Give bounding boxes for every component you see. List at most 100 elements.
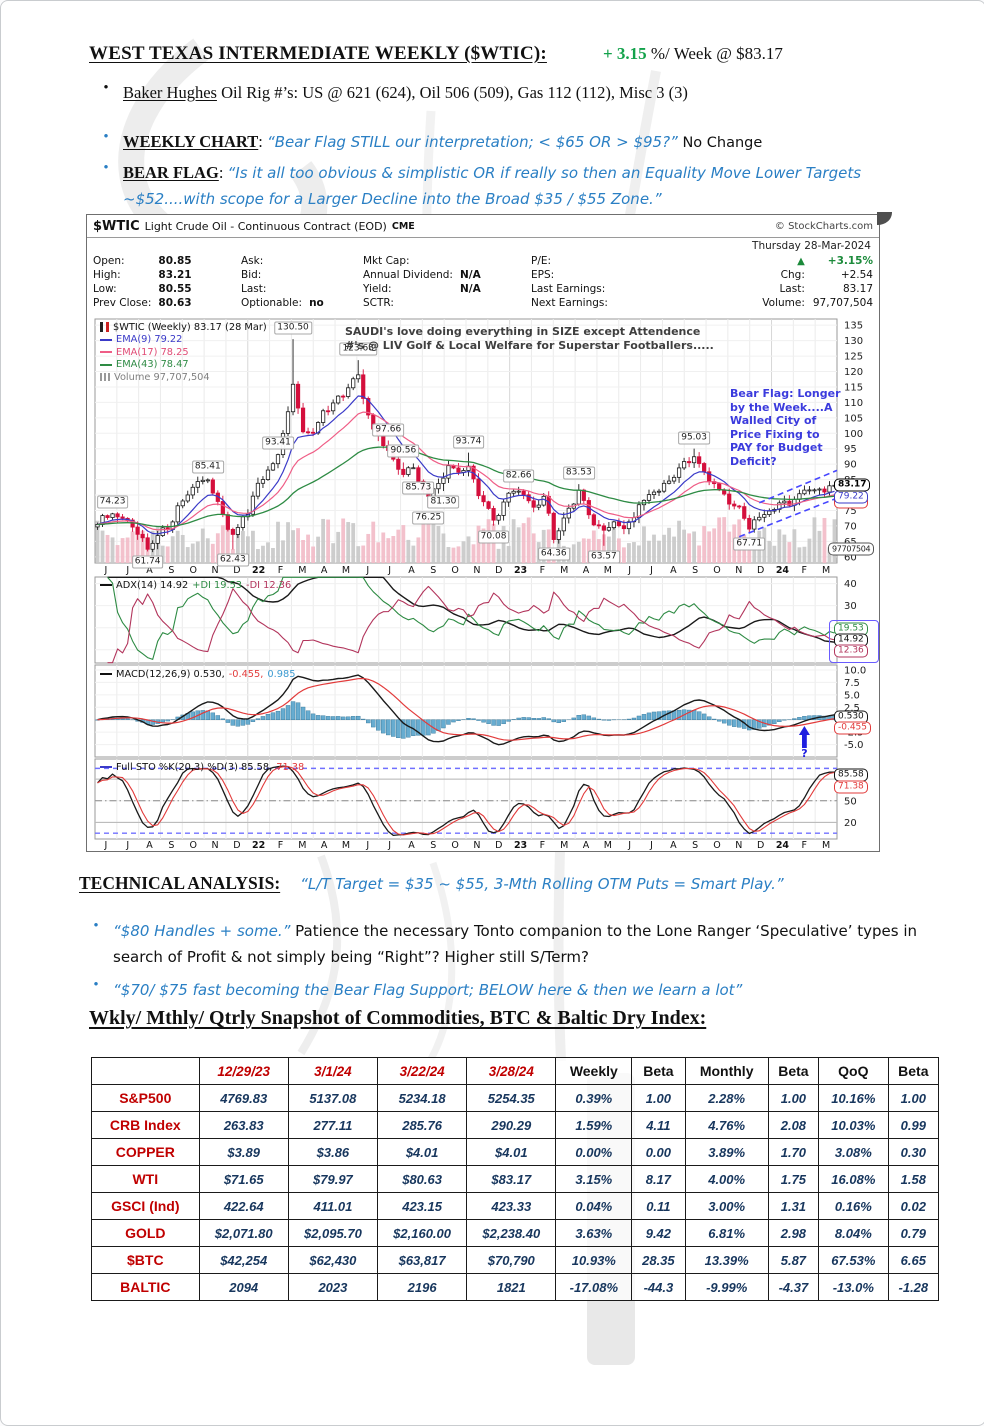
axis-value-box: 71.38 (834, 781, 868, 794)
svg-text:N: N (473, 565, 480, 576)
ta-bullet-1: • “$80 Handles + some.” Patience the nec… (79, 918, 935, 970)
bear-flag-quote: “Is it all too obvious & simplistic OR i… (123, 164, 861, 208)
column-header: QoQ (818, 1058, 888, 1085)
price-label: 70.08 (478, 530, 510, 543)
table-cell: 8.17 (632, 1166, 685, 1193)
table-cell: 0.30 (888, 1139, 938, 1166)
table-cell: 16.08% (818, 1166, 888, 1193)
svg-text:J: J (125, 565, 129, 576)
weekly-chart-suffix: No Change (678, 135, 762, 151)
svg-text:100: 100 (844, 429, 863, 440)
table-cell: 2.98 (768, 1220, 818, 1247)
prev-close-label: Prev Close: (93, 297, 151, 310)
next-earnings-label: Next Earnings: (531, 297, 608, 310)
bullet-icon: • (79, 977, 113, 1003)
table-cell: 5137.08 (288, 1085, 377, 1112)
table-cell: 0.02 (888, 1193, 938, 1220)
info-col-prices: Open:80.85 High:83.21 Low:80.55 Prev Clo… (93, 255, 241, 310)
chg-value: +2.54 (813, 269, 873, 282)
table-cell: 2.28% (685, 1085, 768, 1112)
low-value: 80.55 (158, 283, 191, 296)
table-cell: 10.93% (556, 1247, 632, 1274)
column-header: Beta (632, 1058, 685, 1085)
svg-text:24: 24 (776, 840, 790, 851)
table-cell: 423.33 (467, 1193, 556, 1220)
svg-text:A: A (321, 565, 328, 576)
weekly-change-rest: %/ Week @ $83.17 (647, 44, 783, 63)
open-label: Open: (93, 255, 151, 268)
yield-label: Yield: (363, 283, 453, 296)
table-cell: 423.15 (378, 1193, 467, 1220)
table-cell: 10.16% (818, 1085, 888, 1112)
last-price-label: Last: (762, 283, 805, 296)
technical-analysis-section: TECHNICAL ANALYSIS: “L/T Target = $35 ~ … (79, 873, 935, 1003)
table-cell: 10.03% (818, 1112, 888, 1139)
price-label: 93.41 (262, 436, 294, 449)
table-cell: 6.81% (685, 1220, 768, 1247)
corner-cell (92, 1058, 200, 1085)
svg-text:S: S (692, 840, 698, 851)
svg-text:O: O (451, 565, 458, 576)
table-cell: 263.83 (199, 1112, 288, 1139)
svg-text:24: 24 (776, 565, 790, 576)
svg-text:A: A (583, 565, 590, 576)
info-col-change: ▲+3.15% Chg:+2.54 Last:83.17 Volume:97,7… (762, 255, 873, 310)
dividend-label: Annual Dividend: (363, 269, 453, 282)
table-cell: 1.75 (768, 1166, 818, 1193)
last-earnings-label: Last Earnings: (531, 283, 608, 296)
svg-text:N: N (473, 840, 480, 851)
price-label: 93.74 (453, 435, 485, 448)
svg-text:M: M (822, 840, 830, 851)
table-cell: 1.00 (888, 1085, 938, 1112)
svg-text:135: 135 (844, 321, 863, 332)
svg-text:40: 40 (844, 579, 857, 590)
volume-label: Volume: (762, 297, 805, 310)
svg-text:J: J (104, 840, 108, 851)
svg-text:M: M (822, 565, 830, 576)
svg-text:F: F (540, 565, 545, 576)
svg-text:115: 115 (844, 382, 863, 393)
svg-text:O: O (451, 840, 458, 851)
svg-text:F: F (802, 565, 807, 576)
svg-text:O: O (713, 565, 720, 576)
svg-text:A: A (408, 565, 415, 576)
table-cell: $2,071.80 (199, 1220, 288, 1247)
chart-symbol: $WTIC (93, 219, 140, 234)
bear-flag-label: BEAR FLAG (123, 163, 219, 182)
ask-label: Ask: (241, 255, 302, 268)
table-cell: -13.0% (818, 1274, 888, 1301)
table-cell: 0.79 (888, 1220, 938, 1247)
svg-text:F: F (278, 565, 283, 576)
table-cell: 0.39% (556, 1085, 632, 1112)
table-cell: 9.42 (632, 1220, 685, 1247)
table-cell: 8.04% (818, 1220, 888, 1247)
svg-text:23: 23 (514, 840, 527, 851)
price-label: 61.74 (132, 556, 164, 569)
svg-text:D: D (495, 840, 502, 851)
prev-close-value: 80.63 (158, 297, 191, 310)
table-cell: $3.89 (199, 1139, 288, 1166)
svg-text:110: 110 (844, 398, 863, 409)
price-label: 82.66 (503, 469, 535, 482)
table-cell: 1.31 (768, 1193, 818, 1220)
eps-label: EPS: (531, 269, 608, 282)
axis-value-box: 83.17 (834, 479, 870, 492)
table-cell: 67.53% (818, 1247, 888, 1274)
table-cell: -4.37 (768, 1274, 818, 1301)
table-cell: $79.97 (288, 1166, 377, 1193)
column-header: 3/22/24 (378, 1058, 467, 1085)
svg-text:30: 30 (844, 601, 857, 612)
price-label: 62.43 (217, 554, 249, 567)
svg-text:90: 90 (844, 460, 857, 471)
table-cell: 5.87 (768, 1247, 818, 1274)
svg-text:A: A (408, 840, 415, 851)
bullet-bear-flag: • BEAR FLAG: “Is it all too obvious & si… (89, 160, 935, 212)
page-title: WEST TEXAS INTERMEDIATE WEEKLY ($WTIC): (89, 43, 547, 65)
svg-text:-5.0: -5.0 (844, 740, 864, 751)
bullet-icon: • (89, 160, 123, 212)
chart-credit: © StockCharts.com (775, 221, 873, 232)
